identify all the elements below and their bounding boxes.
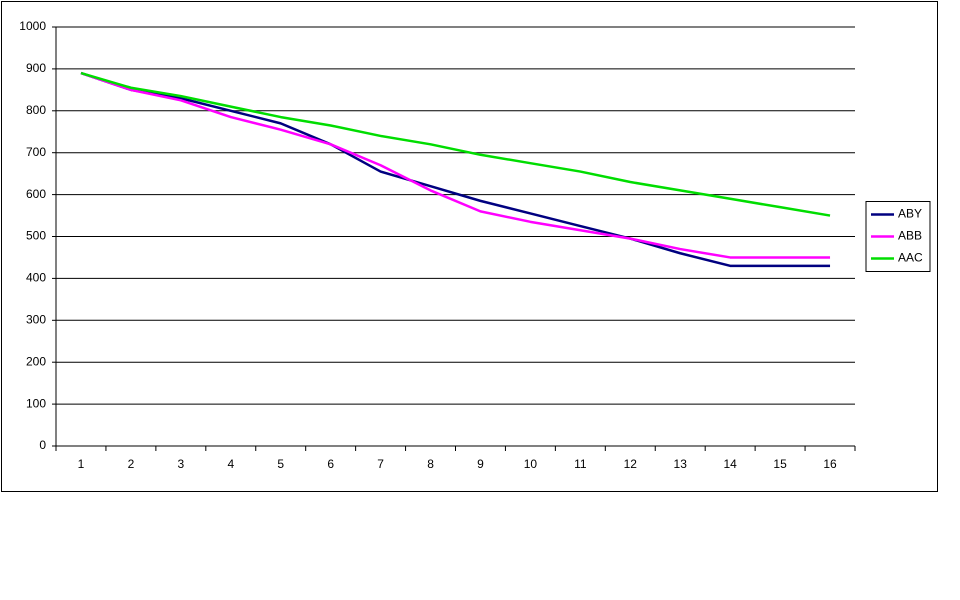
legend-label: AAC — [898, 251, 923, 265]
y-tick-label: 500 — [26, 229, 46, 243]
y-tick-label: 700 — [26, 145, 46, 159]
y-tick-label: 300 — [26, 312, 46, 326]
x-tick-label: 13 — [674, 457, 688, 471]
x-tick-label: 10 — [524, 457, 538, 471]
legend-label: ABB — [898, 229, 922, 243]
series-line — [80, 71, 831, 217]
y-tick-label: 200 — [26, 354, 46, 368]
series-line — [80, 71, 831, 259]
y-tick-label: 100 — [26, 396, 46, 410]
x-tick-label: 14 — [723, 457, 737, 471]
x-tick-label: 2 — [128, 457, 135, 471]
x-tick-label: 7 — [377, 457, 384, 471]
y-tick-label: 1000 — [19, 19, 46, 33]
x-tick-label: 9 — [477, 457, 484, 471]
y-tick-label: 600 — [26, 187, 46, 201]
x-tick-label: 16 — [823, 457, 837, 471]
series-line — [80, 71, 831, 268]
x-tick-label: 3 — [178, 457, 185, 471]
y-tick-label: 0 — [39, 438, 46, 452]
y-tick-label: 800 — [26, 103, 46, 117]
x-tick-label: 4 — [227, 457, 234, 471]
x-tick-label: 11 — [574, 457, 587, 471]
y-tick-label: 400 — [26, 271, 46, 285]
x-tick-label: 6 — [327, 457, 334, 471]
legend-label: ABY — [898, 207, 922, 221]
x-tick-label: 15 — [773, 457, 787, 471]
x-tick-label: 8 — [427, 457, 434, 471]
x-tick-label: 1 — [78, 457, 85, 471]
y-tick-label: 900 — [26, 61, 46, 75]
chart-area — [1, 1, 938, 492]
x-tick-label: 5 — [277, 457, 284, 471]
legend: ABY ABB AAC — [865, 201, 931, 272]
x-tick-label: 12 — [624, 457, 638, 471]
